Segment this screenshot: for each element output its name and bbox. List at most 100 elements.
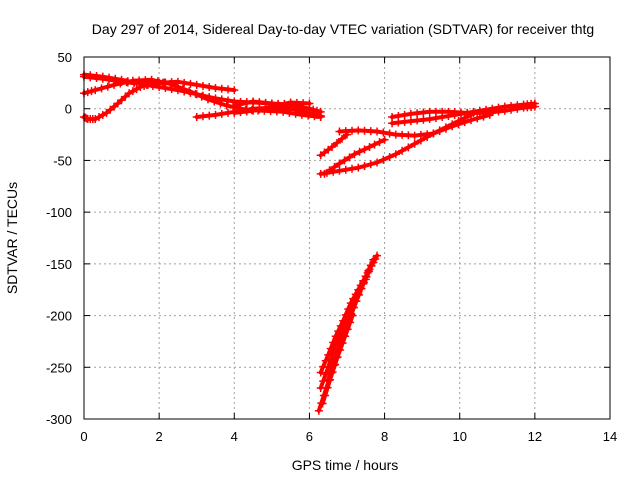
data-point-marker [312, 110, 321, 119]
x-tick-label: 12 [528, 429, 542, 444]
data-point [249, 106, 258, 115]
data-point-marker [280, 99, 289, 108]
data-point-marker [385, 152, 394, 161]
data-point-marker [456, 109, 465, 118]
data-point [463, 108, 472, 117]
data-point [158, 78, 167, 87]
x-axis-title: GPS time / hours [292, 457, 399, 473]
data-point-marker [116, 79, 125, 88]
data-point-marker [488, 104, 497, 113]
data-point-marker [326, 368, 335, 377]
data-point-marker [197, 92, 206, 101]
data-point-marker [332, 138, 341, 147]
data-point [373, 127, 382, 136]
data-point-marker [344, 316, 353, 325]
data-point-marker [217, 109, 226, 118]
data-point [361, 272, 370, 281]
data-point-marker [161, 84, 170, 93]
data-point-marker [438, 112, 447, 121]
y-tick-label: -300 [46, 412, 72, 427]
data-point-marker [186, 79, 195, 88]
data-point-marker [450, 110, 459, 119]
data-point-marker [473, 114, 482, 123]
series-arc-18 [324, 255, 378, 384]
data-point-marker [325, 166, 334, 175]
y-tick-label: -150 [46, 257, 72, 272]
data-point-marker [334, 345, 343, 354]
data-point-marker [210, 97, 219, 106]
data-point [166, 79, 175, 88]
data-point-marker [122, 78, 131, 87]
data-point [530, 99, 539, 108]
data-point [373, 158, 382, 167]
data-point [320, 169, 329, 178]
data-point [380, 135, 389, 144]
data-point-marker [198, 81, 207, 90]
data-point-marker [379, 128, 388, 137]
data-point [391, 150, 400, 159]
data-point-marker [370, 140, 379, 149]
data-point-marker [349, 303, 358, 312]
data-point [331, 352, 340, 361]
data-point [354, 290, 363, 299]
data-point [230, 86, 239, 95]
data-point [211, 110, 220, 119]
data-point [346, 309, 355, 318]
data-point-marker [117, 96, 126, 105]
data-point-marker [329, 360, 338, 369]
chart-title: Day 297 of 2014, Sidereal Day-to-day VTE… [92, 21, 594, 37]
tick-layer: 0 2 4 6 8 10 12 14 -300 -250 -200 -150 -100 -50 0 50 [46, 50, 617, 444]
y-tick-label: -100 [46, 205, 72, 220]
data-point-marker [111, 74, 120, 83]
series-arc-7 [230, 98, 314, 117]
x-tick-label: 14 [603, 429, 617, 444]
series-arc-8 [316, 130, 351, 160]
data-point-marker [191, 89, 200, 98]
data-point [466, 116, 475, 125]
data-point-marker [366, 261, 375, 270]
data-point-marker [323, 383, 332, 392]
plot-frame [83, 56, 611, 420]
data-point-marker [178, 84, 187, 93]
data-point-marker [341, 165, 350, 174]
data-point-marker [319, 377, 328, 386]
data-point [98, 72, 107, 81]
data-point-marker [261, 104, 270, 113]
data-point [316, 383, 325, 392]
data-point-marker [356, 284, 365, 293]
data-point [230, 101, 239, 110]
y-tick-label: 50 [58, 50, 72, 65]
data-point [222, 101, 231, 110]
data-point-marker [83, 88, 92, 97]
data-point [136, 82, 145, 91]
data-point-marker [321, 391, 330, 400]
x-tick-label: 2 [156, 429, 163, 444]
data-point-marker [105, 73, 114, 82]
data-point [305, 108, 314, 117]
data-point [110, 80, 119, 89]
data-point-marker [364, 266, 373, 275]
data-point-marker [242, 98, 251, 107]
data-point-marker [180, 78, 189, 87]
data-point [444, 111, 453, 120]
data-point [425, 115, 434, 124]
data-point-marker [475, 106, 484, 115]
data-point-marker [340, 156, 349, 165]
data-point-marker [336, 337, 345, 346]
y-tick-label: -200 [46, 309, 72, 324]
data-point [113, 99, 122, 108]
series-arc-11 [335, 110, 494, 140]
data-point [316, 368, 325, 377]
data-point [185, 87, 194, 96]
y-tick-label: -50 [53, 153, 72, 168]
data-point-marker [341, 323, 350, 332]
data-point-marker [385, 129, 394, 138]
data-point [339, 330, 348, 339]
data-point-marker [379, 155, 388, 164]
data-point-marker [360, 161, 369, 170]
grid-layer [84, 57, 610, 419]
data-point-marker [337, 134, 346, 143]
data-point-marker [360, 145, 369, 154]
data-point-marker [469, 107, 478, 116]
